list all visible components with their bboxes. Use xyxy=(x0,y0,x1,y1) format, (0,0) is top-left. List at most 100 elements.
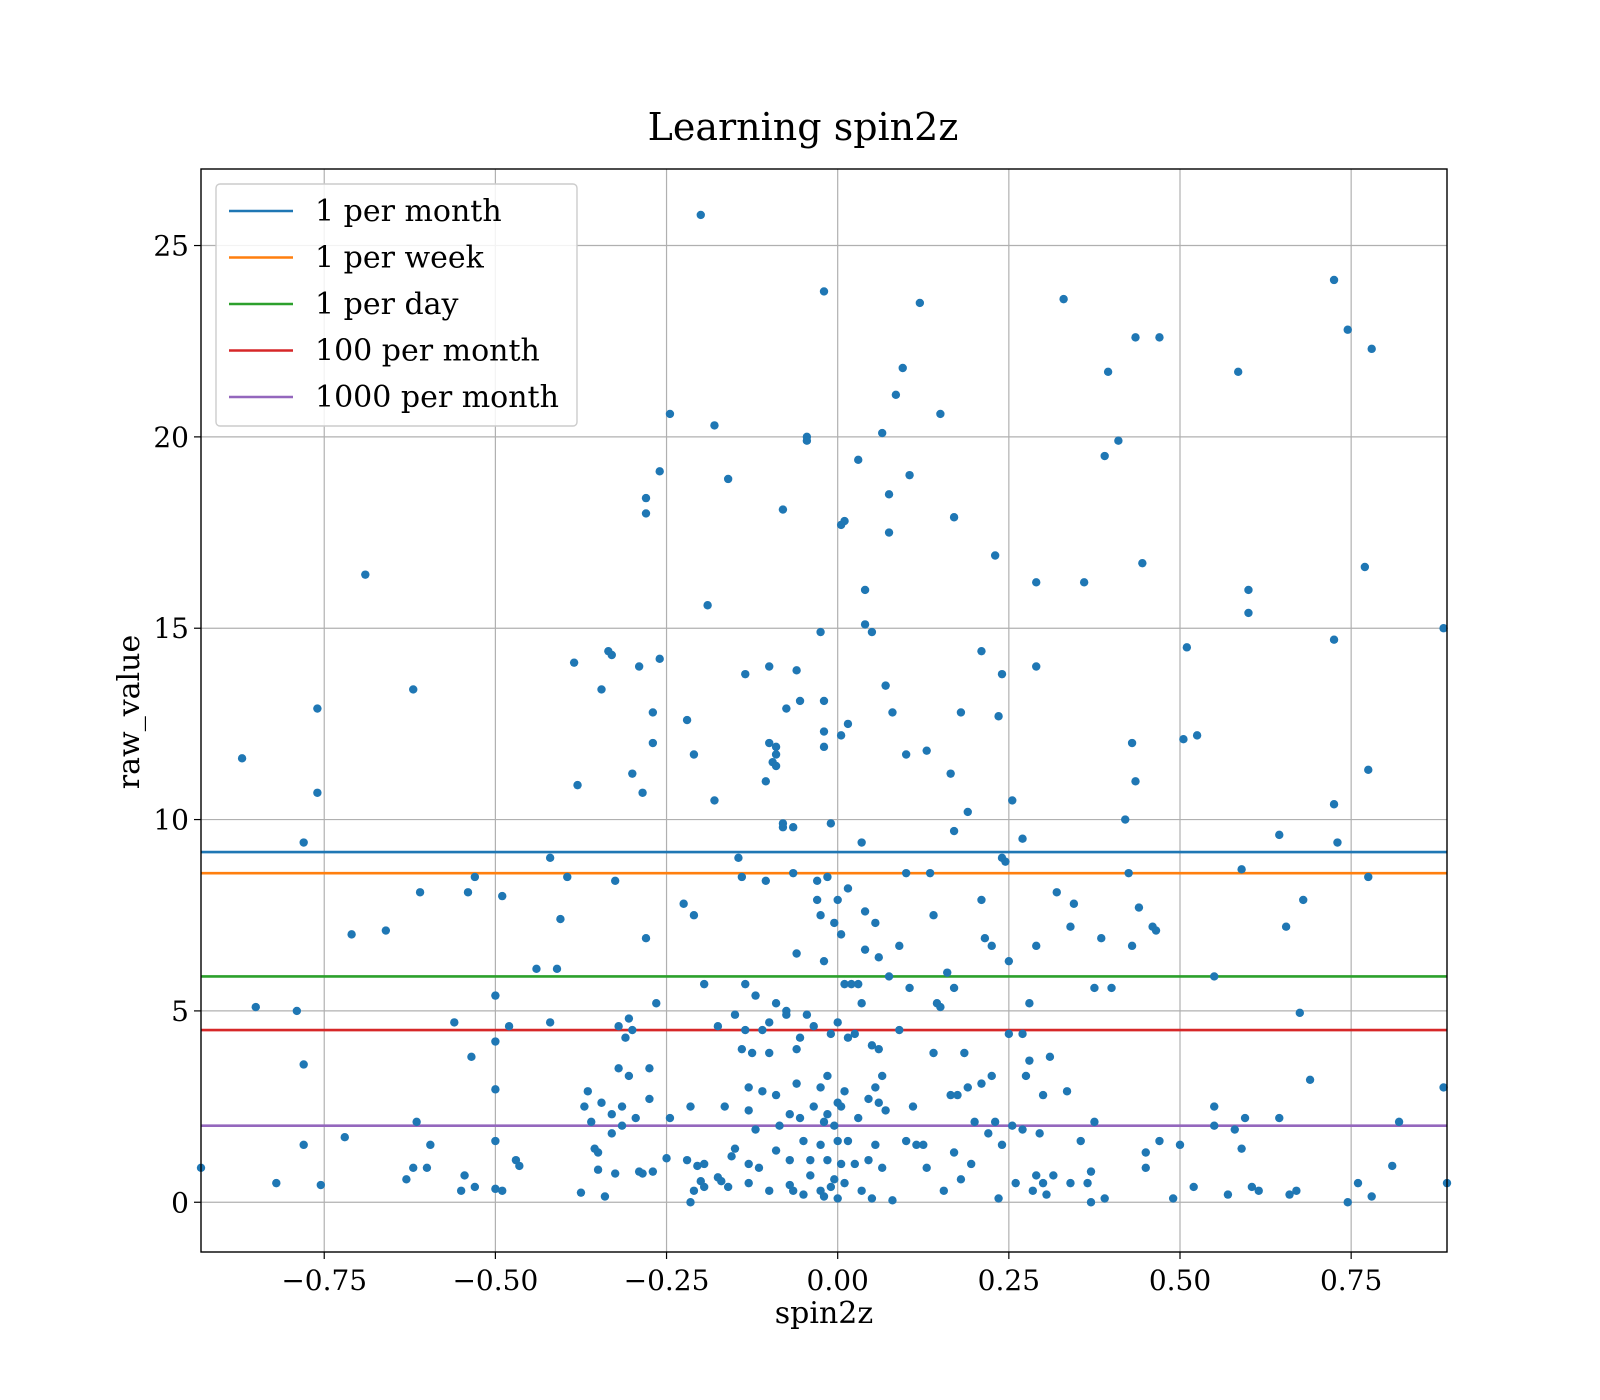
data-point xyxy=(491,1136,500,1146)
data-point xyxy=(1138,558,1147,568)
data-point xyxy=(361,570,370,579)
data-point xyxy=(641,493,651,503)
data-point xyxy=(1329,275,1339,285)
data-point xyxy=(703,601,712,610)
data-point xyxy=(237,754,247,763)
data-point xyxy=(491,1037,500,1046)
data-point xyxy=(819,956,829,966)
y-tick-label: 10 xyxy=(153,804,189,837)
data-point xyxy=(1127,941,1137,951)
y-tick-label: 0 xyxy=(171,1186,189,1219)
data-point xyxy=(1090,1117,1099,1127)
data-point xyxy=(874,1098,883,1107)
data-point xyxy=(467,1052,476,1062)
data-point xyxy=(840,979,849,989)
data-point xyxy=(641,933,651,943)
data-point xyxy=(1018,834,1027,843)
data-point xyxy=(826,819,836,828)
data-point xyxy=(665,409,675,419)
data-point xyxy=(884,490,894,499)
reference-lines xyxy=(201,850,1447,1128)
data-point xyxy=(679,899,688,908)
data-point xyxy=(836,930,846,939)
data-point xyxy=(545,853,555,863)
data-point xyxy=(970,1117,979,1127)
data-point xyxy=(617,1121,627,1130)
data-point xyxy=(313,704,322,713)
data-point xyxy=(402,1175,411,1184)
data-point xyxy=(1299,895,1308,905)
legend: 1 per month 1 per week 1 per day 100 per mo… xyxy=(215,183,578,427)
data-point xyxy=(1367,344,1376,354)
legend-label: 1 per day xyxy=(315,287,459,322)
data-point xyxy=(943,968,952,977)
data-point xyxy=(515,1161,524,1171)
data-point xyxy=(860,620,870,629)
data-point xyxy=(498,891,507,901)
data-point xyxy=(723,474,733,484)
data-point xyxy=(381,926,391,935)
data-point xyxy=(990,551,1000,560)
data-point xyxy=(966,1159,976,1169)
data-point xyxy=(1090,983,1099,993)
data-point xyxy=(617,1102,627,1111)
data-point xyxy=(1035,1129,1044,1138)
x-tick-label: 0.00 xyxy=(807,1264,869,1297)
data-point xyxy=(744,1159,753,1169)
data-point xyxy=(1151,926,1161,935)
data-point xyxy=(532,964,541,974)
data-point xyxy=(251,1002,260,1012)
data-point xyxy=(806,1155,815,1165)
data-point xyxy=(593,1165,603,1174)
gridlines xyxy=(201,169,1447,1252)
data-point xyxy=(898,363,907,373)
chart-title: Learning spin2z xyxy=(648,105,959,149)
data-point xyxy=(737,1044,747,1054)
data-point xyxy=(1038,1090,1048,1100)
data-point xyxy=(1367,1192,1376,1201)
data-point xyxy=(1049,1171,1058,1180)
data-point xyxy=(819,696,829,706)
data-point xyxy=(1042,1190,1051,1199)
data-point xyxy=(819,742,829,752)
data-point xyxy=(1343,325,1352,334)
data-point xyxy=(816,911,825,920)
data-point xyxy=(409,685,418,694)
data-point xyxy=(1305,1075,1315,1084)
data-point xyxy=(1155,1136,1164,1146)
data-point xyxy=(830,1121,839,1130)
data-point xyxy=(665,1113,675,1123)
data-point xyxy=(710,796,719,805)
data-point xyxy=(792,949,801,958)
data-point xyxy=(545,1018,555,1027)
data-point xyxy=(758,1025,767,1035)
data-point xyxy=(628,1025,637,1035)
data-point xyxy=(1329,800,1339,809)
data-point xyxy=(809,1022,818,1031)
data-point xyxy=(1025,999,1034,1008)
data-point xyxy=(1032,941,1041,951)
data-point xyxy=(977,646,986,656)
data-point xyxy=(771,1090,781,1100)
data-point xyxy=(792,666,801,675)
data-point xyxy=(415,888,425,897)
data-point xyxy=(884,972,894,981)
data-point xyxy=(1086,1167,1096,1176)
data-point xyxy=(795,1033,805,1042)
data-point xyxy=(871,1140,880,1150)
data-point xyxy=(778,819,788,828)
data-point xyxy=(1127,738,1137,748)
data-point xyxy=(1275,830,1284,840)
data-point xyxy=(614,1064,623,1073)
data-point xyxy=(765,1018,774,1027)
data-point xyxy=(1059,294,1068,304)
data-point xyxy=(1281,922,1291,931)
data-point xyxy=(597,685,606,694)
data-point xyxy=(836,731,846,740)
data-point xyxy=(624,1071,634,1081)
data-point xyxy=(840,1087,849,1096)
data-point xyxy=(929,911,938,920)
data-point xyxy=(1240,1113,1250,1123)
data-point xyxy=(1086,1198,1096,1207)
plot-frame xyxy=(200,168,1448,1253)
